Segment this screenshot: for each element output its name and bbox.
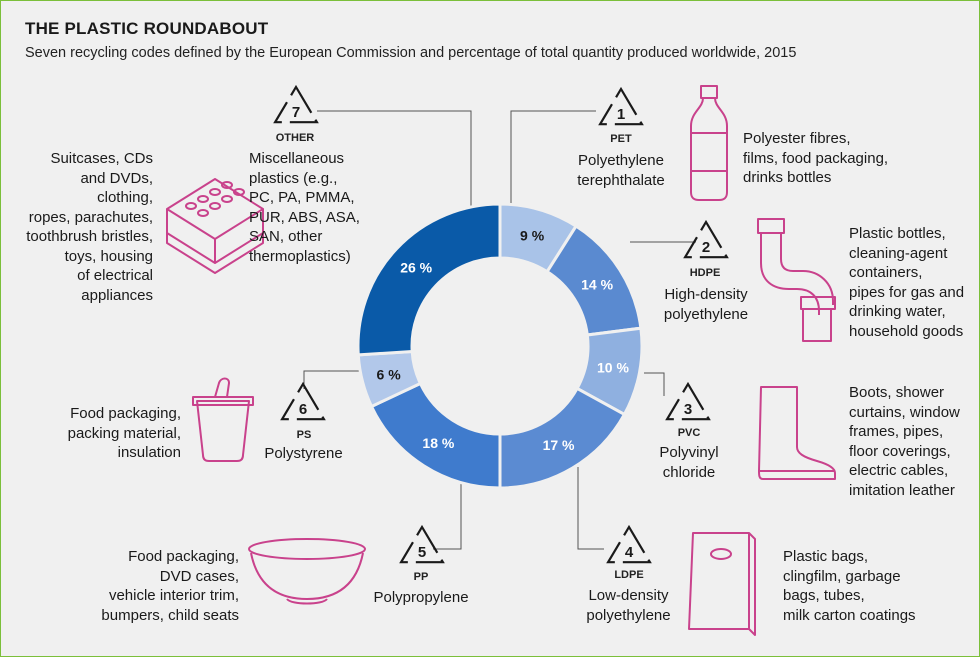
- code-name-pet: Polyethylene terephthalate: [577, 152, 665, 189]
- donut-slices: [356, 202, 644, 490]
- slice-label-pp: 18 %: [422, 435, 454, 451]
- code-abbr-pp: PP: [413, 571, 429, 583]
- code-abbr-pvc: PVC: [677, 427, 701, 439]
- recycle-symbol-ps: 6: [280, 381, 326, 421]
- code-abbr-other: OTHER: [275, 132, 315, 144]
- leader-line-ldpe: [577, 467, 604, 550]
- leader-lines: [303, 110, 696, 550]
- code-name-ldpe: Low-density polyethylene: [586, 587, 671, 624]
- recycle-number-hdpe: 2: [702, 239, 710, 256]
- recycle-number-ldpe: 4: [625, 544, 634, 561]
- uses-other: Suitcases, CDs and DVDs, clothing, ropes, …: [26, 150, 153, 304]
- code-abbr-ps: PS: [296, 429, 312, 441]
- code-name-other: Miscellaneous plastics (e.g., PC, PA, PMMA…: [249, 150, 360, 265]
- uses-pet: Polyester fibres, films, food packaging, d…: [743, 130, 889, 186]
- leader-line-other: [317, 110, 472, 207]
- recycle-symbol-ldpe: 4: [606, 524, 652, 564]
- recycle-number-pet: 1: [617, 106, 625, 123]
- slice-other: [356, 202, 502, 357]
- recycle-number-pvc: 3: [684, 401, 692, 418]
- code-abbr-ldpe: LDPE: [614, 569, 644, 581]
- code-name-ps: Polystyrene: [264, 445, 343, 462]
- leader-line-pet: [510, 110, 596, 207]
- slice-label-hdpe: 14 %: [581, 276, 613, 292]
- code-abbr-pet: PET: [610, 133, 632, 145]
- lego-brick-icon: [166, 178, 264, 274]
- recycle-symbol-hdpe: 2: [683, 219, 729, 259]
- leader-line-pvc: [644, 372, 665, 396]
- slice-label-other: 26 %: [400, 259, 432, 275]
- recycle-symbols: 1 2 3 4 5 6 7: [273, 84, 729, 564]
- recycle-number-other: 7: [292, 104, 300, 121]
- uses-hdpe: Plastic bottles, cleaning-agent containers…: [849, 225, 965, 340]
- uses-pvc: Boots, shower curtains, window frames, pip…: [849, 384, 960, 499]
- slice-label-ldpe: 17 %: [543, 437, 575, 453]
- bowl-icon: [248, 538, 366, 605]
- slice-label-pet: 9 %: [520, 228, 545, 244]
- leader-line-ps: [303, 370, 359, 389]
- pipe-icon: [757, 218, 836, 342]
- leader-line-pp: [433, 473, 462, 550]
- yogurt-cup-icon: [192, 377, 254, 462]
- recycle-symbol-pvc: 3: [665, 381, 711, 421]
- code-name-pp: Polypropylene: [373, 589, 469, 606]
- recycle-symbol-pet: 1: [598, 86, 644, 126]
- recycle-number-ps: 6: [299, 401, 307, 418]
- bag-icon: [688, 532, 756, 636]
- code-name-hdpe: High-density polyethylene: [663, 286, 749, 323]
- code-abbr-hdpe: HDPE: [689, 267, 721, 279]
- uses-pp: Food packaging, DVD cases, vehicle interio…: [101, 548, 239, 624]
- chart-subtitle: Seven recycling codes defined by the Eur…: [25, 45, 797, 61]
- slice-labels: 9 % 14 % 10 % 17 % 18 % 6 % 26 %: [377, 228, 630, 453]
- slice-label-pvc: 10 %: [597, 360, 629, 376]
- bottle-icon: [690, 85, 728, 201]
- boot-icon: [758, 386, 836, 480]
- chart-title: THE PLASTIC ROUNDABOUT: [25, 19, 269, 38]
- uses-ps: Food packaging, packing material, insulati…: [67, 405, 181, 461]
- recycle-symbol-pp: 5: [399, 524, 445, 564]
- uses-ldpe: Plastic bags, clingfilm, garbage bags, tub…: [783, 548, 916, 624]
- code-name-pvc: Polyvinyl chloride: [659, 444, 719, 481]
- recycle-symbol-other: 7: [273, 84, 319, 124]
- product-icons: [166, 85, 836, 636]
- slice-label-ps: 6 %: [377, 367, 402, 383]
- recycle-number-pp: 5: [418, 544, 426, 561]
